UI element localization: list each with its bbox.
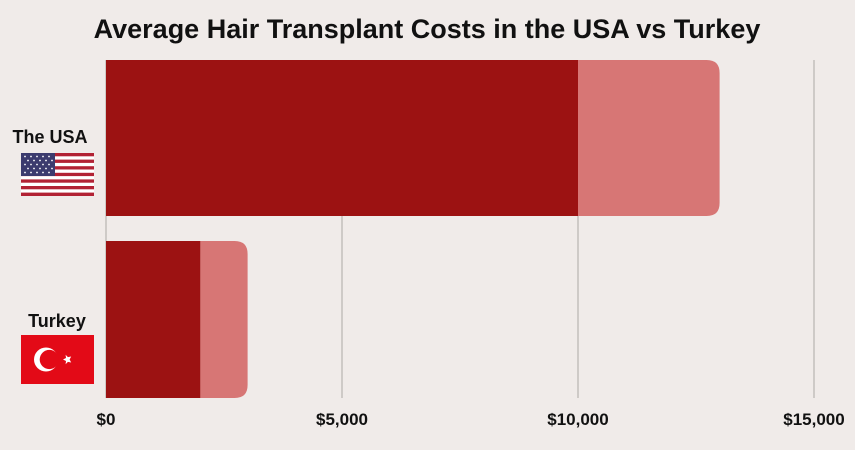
bar-turkey-segment-1	[106, 241, 201, 398]
x-axis-tick-labels: $0 $5,000 $10,000 $15,000	[97, 410, 845, 429]
bars	[106, 60, 720, 398]
x-tick-label-1: $5,000	[316, 410, 368, 429]
category-label-turkey: Turkey	[28, 311, 86, 331]
bar-the-usa-segment-1	[106, 60, 578, 216]
category-usa: The USA	[12, 127, 94, 196]
category-label-usa: The USA	[12, 127, 87, 147]
turkey-flag-icon	[21, 335, 94, 384]
bar-the-usa-segment-2	[578, 60, 720, 216]
x-tick-label-2: $10,000	[547, 410, 608, 429]
x-tick-label-0: $0	[97, 410, 116, 429]
x-tick-label-3: $15,000	[783, 410, 844, 429]
chart-title: Average Hair Transplant Costs in the USA…	[94, 14, 761, 44]
category-turkey: Turkey	[21, 311, 94, 384]
bar-turkey-segment-2	[200, 241, 248, 398]
usa-flag-icon	[21, 153, 94, 196]
